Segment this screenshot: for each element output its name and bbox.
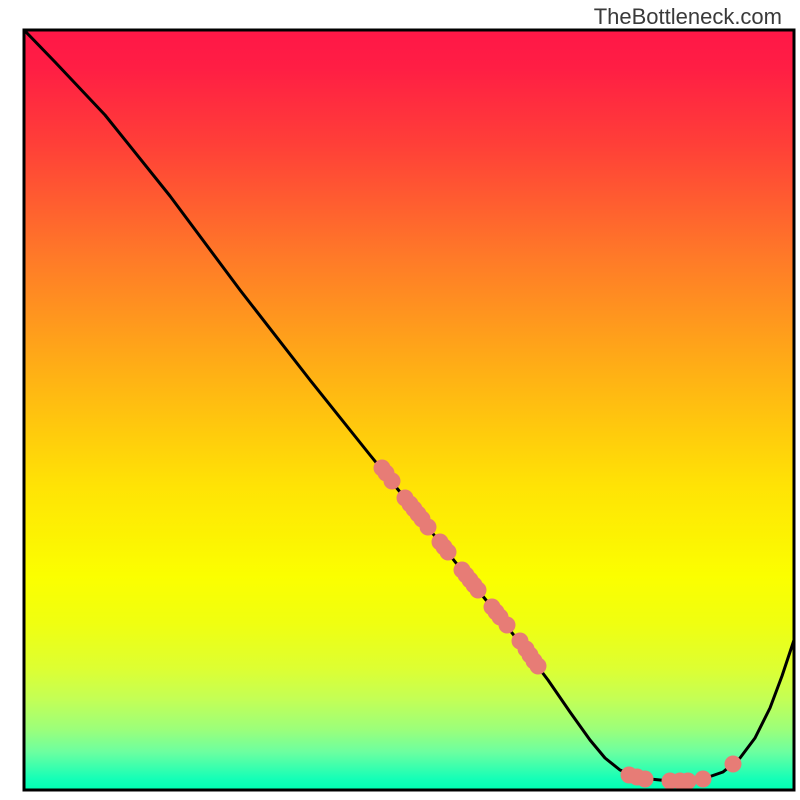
marker-dot [470,582,487,599]
marker-dot [680,773,697,790]
marker-dot [420,519,437,536]
marker-dot [725,756,742,773]
marker-dot [695,771,712,788]
plot-area [24,30,794,790]
marker-dot [384,473,401,490]
bottleneck-chart [0,0,800,800]
marker-dot [499,617,516,634]
watermark-text: TheBottleneck.com [594,4,782,30]
gradient-background [24,30,794,790]
marker-dot [530,658,547,675]
marker-dot [440,544,457,561]
marker-dot [637,771,654,788]
